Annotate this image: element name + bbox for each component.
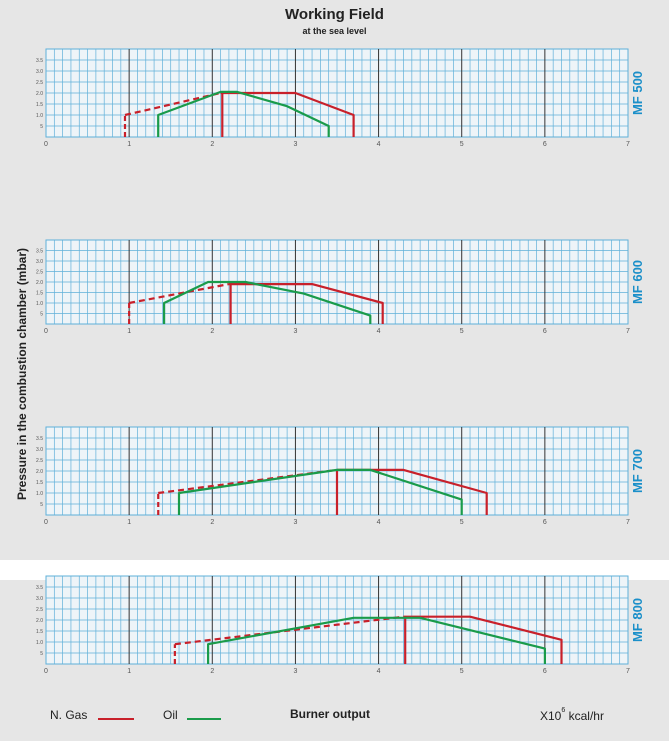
legend-oil-label: Oil: [163, 708, 178, 722]
chart-4-x-tick-label: 5: [460, 668, 464, 675]
chart-4-oil-series-line: [207, 616, 547, 664]
chart-2-oil-series-line: [163, 280, 372, 324]
chart-2-x-tick-label: 0: [44, 328, 48, 335]
chart-3-x-tick-label: 6: [543, 519, 547, 526]
chart-2-x-tick-label: 4: [377, 328, 381, 335]
chart-4-y-tick-label: 2.5: [36, 607, 43, 613]
chart-4-y-tick-label: 3.0: [36, 596, 43, 602]
chart-3-x-tick-label: 2: [210, 519, 214, 526]
chart-1-oil-series-line: [157, 90, 330, 137]
chart-2-x-tick-label: 2: [210, 328, 214, 335]
chart-2-x-tick-label: 5: [460, 328, 464, 335]
chart-3-x-tick-label: 3: [293, 519, 297, 526]
chart-3-y-tick-label: 5: [40, 502, 43, 508]
x-axis-label: Burner output: [290, 707, 370, 721]
chart-3-y-tick-label: 3.0: [36, 447, 43, 453]
chart-4-y-tick-label: 3.5: [36, 585, 43, 591]
chart-3-model-label: MF 700: [630, 449, 645, 493]
chart-3-y-tick-label: 3.5: [36, 436, 43, 442]
chart-4-x-tick-label: 2: [210, 668, 214, 675]
chart-4-x-tick-label: 7: [626, 668, 630, 675]
chart-1-x-tick-label: 3: [293, 141, 297, 148]
chart-2-y-tick-label: 1.5: [36, 291, 43, 297]
chart-4-gas-series-line: [403, 615, 563, 664]
chart-2-y-tick-label: 5: [40, 312, 43, 318]
chart-2-x-tick-label: 1: [127, 328, 131, 335]
chart-1-x-tick-label: 6: [543, 141, 547, 148]
unit-exponent: 6: [561, 707, 566, 714]
page-subtitle: at the sea level: [302, 26, 367, 36]
chart-4-model-label: MF 800: [630, 598, 645, 642]
chart-2-y-tick-label: 3.0: [36, 259, 43, 265]
legend-gas-swatch: [98, 718, 134, 720]
chart-3-x-tick-label: 7: [626, 519, 630, 526]
unit-base: X10: [540, 709, 562, 723]
chart-1-x-tick-label: 7: [626, 141, 630, 148]
white-band-1: [0, 560, 669, 580]
chart-3-y-tick-label: 1.5: [36, 480, 43, 486]
chart-1-gas-series-line: [220, 91, 355, 137]
chart-4-x-tick-label: 4: [377, 668, 381, 675]
chart-3-x-tick-label: 1: [127, 519, 131, 526]
chart-2-y-tick-label: 2.0: [36, 280, 43, 286]
chart-2-gas-dashed-line: [128, 283, 230, 305]
chart-2-y-tick-label: 1.0: [36, 301, 43, 307]
chart-1-x-tick-label: 5: [460, 141, 464, 148]
chart-3-x-tick-label: 0: [44, 519, 48, 526]
chart-2-x-tick-label: 7: [626, 328, 630, 335]
chart-1-y-tick-label: 1.0: [36, 113, 43, 119]
unit-label: X106 kcal/hr: [540, 707, 604, 723]
chart-4-x-tick-label: 6: [543, 668, 547, 675]
chart-4-y-tick-label: 5: [40, 651, 43, 657]
chart-3-x-tick-label: 4: [377, 519, 381, 526]
chart-3-x-tick-label: 5: [460, 519, 464, 526]
legend-oil-swatch: [187, 718, 221, 720]
chart-2-y-tick-label: 3.5: [36, 249, 43, 255]
legend-gas-label: N. Gas: [50, 708, 88, 722]
chart-2-gas-series-line: [228, 283, 384, 324]
chart-1-y-tick-label: 2.5: [36, 80, 43, 86]
page-title: Working Field: [285, 6, 384, 23]
unit-rest: kcal/hr: [568, 709, 604, 723]
chart-4-x-tick-label: 3: [293, 668, 297, 675]
chart-1-x-tick-label: 2: [210, 141, 214, 148]
chart-1-y-tick-label: 1.5: [36, 102, 43, 108]
chart-1-y-tick-label: 5: [40, 124, 43, 130]
chart-1-y-tick-label: 3.5: [36, 58, 43, 64]
chart-1-y-tick-label: 2.0: [36, 91, 43, 97]
chart-3-oil-series-line: [177, 468, 463, 515]
chart-4-y-tick-label: 1.5: [36, 629, 43, 635]
chart-2-y-tick-label: 2.5: [36, 270, 43, 276]
chart-3-y-tick-label: 2.5: [36, 458, 43, 464]
chart-3-y-tick-label: 1.0: [36, 491, 43, 497]
chart-1-y-tick-label: 3.0: [36, 69, 43, 75]
chart-1-x-tick-label: 1: [127, 141, 131, 148]
chart-4-y-tick-label: 1.0: [36, 640, 43, 646]
chart-1-x-tick-label: 0: [44, 141, 48, 148]
chart-2-x-tick-label: 3: [293, 328, 297, 335]
chart-2-x-tick-label: 6: [543, 328, 547, 335]
chart-1-x-tick-label: 4: [377, 141, 381, 148]
chart-4-y-tick-label: 2.0: [36, 618, 43, 624]
chart-2-model-label: MF 600: [630, 260, 645, 304]
chart-4-x-tick-label: 0: [44, 668, 48, 675]
chart-4-x-tick-label: 1: [127, 668, 131, 675]
chart-1-model-label: MF 500: [630, 71, 645, 115]
chart-3-y-tick-label: 2.0: [36, 469, 43, 475]
